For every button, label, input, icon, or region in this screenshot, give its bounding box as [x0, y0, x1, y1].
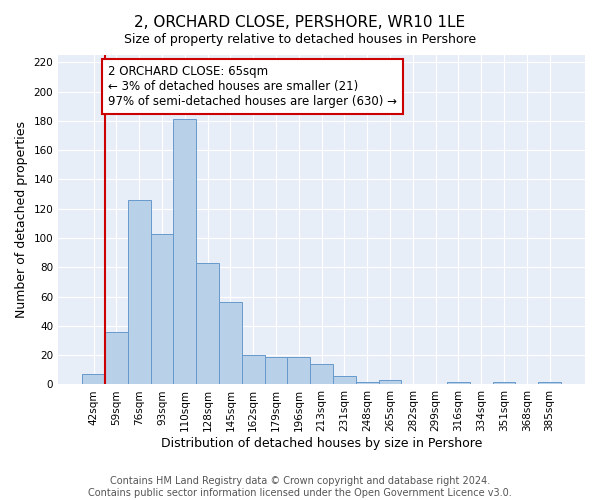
Bar	[151, 234, 173, 384]
Bar	[310, 364, 333, 384]
Bar	[493, 382, 515, 384]
Bar	[538, 382, 561, 384]
Bar	[82, 374, 105, 384]
Bar	[265, 356, 287, 384]
Bar	[105, 332, 128, 384]
Bar	[196, 263, 219, 384]
Bar	[173, 120, 196, 384]
Text: 2 ORCHARD CLOSE: 65sqm
← 3% of detached houses are smaller (21)
97% of semi-deta: 2 ORCHARD CLOSE: 65sqm ← 3% of detached …	[107, 65, 397, 108]
Bar	[333, 376, 356, 384]
Bar	[447, 382, 470, 384]
Bar	[287, 356, 310, 384]
Y-axis label: Number of detached properties: Number of detached properties	[15, 121, 28, 318]
Text: 2, ORCHARD CLOSE, PERSHORE, WR10 1LE: 2, ORCHARD CLOSE, PERSHORE, WR10 1LE	[134, 15, 466, 30]
Bar	[219, 302, 242, 384]
Text: Size of property relative to detached houses in Pershore: Size of property relative to detached ho…	[124, 32, 476, 46]
X-axis label: Distribution of detached houses by size in Pershore: Distribution of detached houses by size …	[161, 437, 482, 450]
Bar	[242, 355, 265, 384]
Text: Contains HM Land Registry data © Crown copyright and database right 2024.
Contai: Contains HM Land Registry data © Crown c…	[88, 476, 512, 498]
Bar	[379, 380, 401, 384]
Bar	[128, 200, 151, 384]
Bar	[356, 382, 379, 384]
